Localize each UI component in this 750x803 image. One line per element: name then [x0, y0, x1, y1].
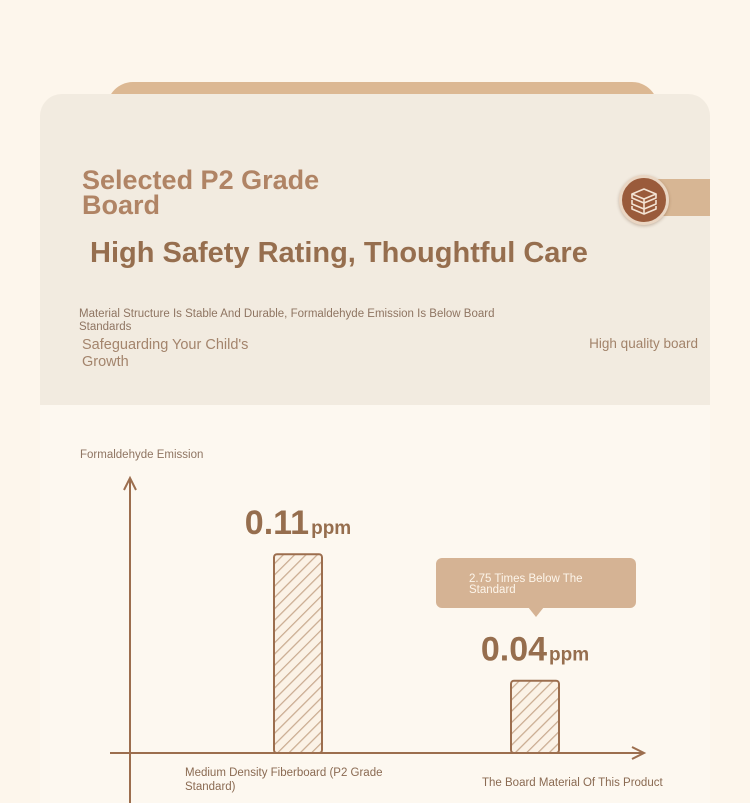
- emission-chart: Formaldehyde Emission 0.11 ppm 0.04 ppm Med…: [80, 449, 663, 803]
- bar-value-label-2: 0.04 ppm: [481, 631, 589, 669]
- header-card: [40, 94, 710, 405]
- bar-value-label-1: 0.11 ppm: [245, 504, 351, 542]
- chart-category-labels: Medium Density Fiberboard (P2 Grade Stand…: [185, 767, 663, 793]
- y-axis-arrow: [123, 475, 137, 491]
- chart-value-labels: 0.11 ppm 0.04 ppm: [245, 504, 589, 669]
- description-text: Material Structure Is Stable And Durable…: [79, 308, 495, 333]
- chart-bars: [273, 553, 560, 755]
- y-axis-label: Formaldehyde Emission: [80, 449, 203, 461]
- bar-2: [510, 679, 560, 755]
- callout-text: 2.75 Times Below The Standard: [469, 573, 583, 596]
- headline: Selected P2 Grade Board: [82, 165, 320, 220]
- board-stack-icon: [619, 175, 669, 225]
- callout-pointer: [528, 607, 544, 617]
- safeguard-text: Safeguarding Your Child's Growth: [82, 337, 249, 370]
- bar-1: [273, 553, 323, 755]
- quality-label: High quality board: [589, 336, 698, 351]
- x-axis-arrow: [631, 746, 647, 760]
- comparison-callout: 2.75 Times Below The Standard: [436, 558, 636, 608]
- category-label-2: The Board Material Of This Product: [482, 777, 663, 789]
- category-label-1: Medium Density Fiberboard (P2 Grade Stand…: [185, 767, 383, 793]
- chart-axes: [110, 475, 647, 803]
- subheadline: High Safety Rating, Thoughtful Care: [90, 237, 588, 269]
